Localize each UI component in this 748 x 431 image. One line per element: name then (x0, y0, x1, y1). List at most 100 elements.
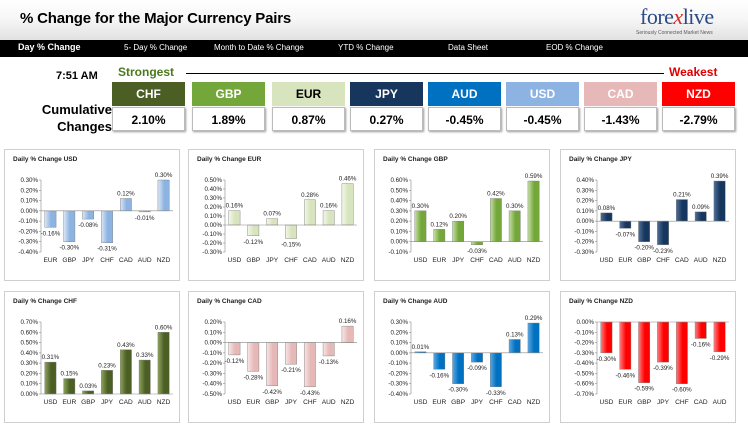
data-label: -0.39% (653, 365, 673, 372)
data-label: -0.20% (634, 245, 654, 252)
x-tick-label: CHF (100, 257, 114, 264)
chart-panel-jpy: Daily % Change JPY 0.40% 0.30% 0.20% 0.10% 0… (560, 149, 736, 281)
bar-gbp (63, 210, 76, 242)
y-tick-label: -0.10% (574, 228, 594, 235)
chart-panel-chf: Daily % Change CHF 0.70% 0.60% 0.50% 0.40% 0… (4, 291, 180, 423)
bar-aud (322, 210, 335, 226)
cumulative-value-nzd: -2.79% (662, 107, 735, 131)
bar-aud (138, 359, 151, 395)
bar-cad (303, 199, 316, 226)
x-tick-label: EUR (246, 399, 260, 406)
forexlive-logo[interactable]: forexlive Seriously Connected Market New… (616, 4, 744, 38)
tab-data-sheet[interactable]: Data Sheet (448, 43, 489, 52)
chart-panel-usd: Daily % Change USD 0.30% 0.20% 0.10% 0.00% -… (4, 149, 180, 281)
y-tick-label: -0.20% (388, 370, 408, 377)
bar-gbp (638, 321, 651, 383)
y-tick-label: -0.30% (18, 239, 38, 246)
data-label: -0.30% (59, 245, 79, 252)
y-tick-label: 0.10% (390, 228, 408, 235)
y-tick-label: -0.40% (202, 381, 222, 388)
x-tick-label: CHF (284, 257, 298, 264)
x-tick-label: CAD (119, 399, 133, 406)
cumulative-value-gbp: 1.89% (192, 107, 265, 131)
data-label: 0.15% (61, 371, 79, 378)
data-label: -0.16% (41, 230, 61, 237)
bar-eur (619, 321, 632, 370)
data-label: 0.30% (155, 172, 173, 179)
currency-badge-gbp: GBP (192, 82, 265, 106)
data-label: 0.23% (98, 362, 116, 369)
currency-badge-cad: CAD (584, 82, 657, 106)
y-tick-label: -0.20% (574, 340, 594, 347)
chart-nzd: 0.00%-0.10%-0.20%-0.30%-0.40%-0.50%-0.60… (574, 319, 729, 406)
data-label: 0.39% (711, 173, 729, 180)
y-tick-label: 0.40% (204, 186, 222, 193)
bar-gbp (638, 220, 651, 242)
bar-chf (101, 210, 113, 243)
x-tick-label: GBP (62, 257, 77, 264)
data-label: -0.03% (467, 248, 487, 255)
x-tick-label: JPY (82, 257, 95, 264)
bar-chf (303, 342, 316, 388)
currency-badge-nzd: NZD (662, 82, 735, 106)
y-tick-label: -0.70% (574, 391, 594, 398)
y-tick-label: -0.10% (202, 350, 222, 357)
y-tick-label: 0.20% (576, 198, 594, 205)
data-label: 0.12% (117, 191, 135, 198)
y-tick-label: 0.10% (20, 381, 38, 388)
tab-day-change[interactable]: Day % Change (18, 42, 81, 52)
data-label: -0.15% (281, 242, 301, 249)
x-tick-label: CAD (508, 399, 522, 406)
y-tick-label: -0.30% (202, 370, 222, 377)
y-tick-label: 0.60% (390, 177, 408, 184)
currency-badge-eur: EUR (272, 82, 345, 106)
x-tick-label: CAD (303, 257, 317, 264)
chart-eur: 0.50% 0.40% 0.30% 0.20% 0.10% 0.00% -0.10% -0.2… (202, 176, 357, 264)
tab-eod-change[interactable]: EOD % Change (546, 43, 603, 52)
tab-5-day-change[interactable]: 5- Day % Change (124, 43, 188, 52)
data-label: 0.12% (431, 221, 449, 228)
y-tick-label: 0.30% (390, 319, 408, 326)
y-tick-label: -0.20% (18, 228, 38, 235)
data-label: -0.30% (597, 356, 617, 363)
bar-aud (694, 211, 707, 222)
y-tick-label: -0.40% (388, 391, 408, 398)
bar-chf (471, 241, 483, 246)
y-tick-label: 0.10% (20, 198, 38, 205)
chart-cad: 0.20% 0.10% 0.00% -0.10% -0.20% -0.30% -0.40% -… (202, 318, 357, 406)
y-tick-label: 0.10% (204, 329, 222, 336)
x-tick-label: CAD (489, 257, 503, 264)
bar-nzd (341, 183, 354, 226)
x-tick-label: AUD (138, 399, 152, 406)
header-band (0, 0, 748, 40)
x-tick-label: GBP (637, 257, 652, 264)
data-label: -0.21% (281, 367, 301, 374)
bar-cad (489, 198, 502, 242)
data-label: 0.29% (525, 315, 543, 322)
y-tick-label: 0.40% (20, 350, 38, 357)
logo-text-left: fore (640, 4, 674, 29)
weakest-label: Weakest (669, 65, 718, 79)
data-label: -0.08% (78, 222, 98, 229)
bar-nzd (341, 325, 354, 343)
tab-ytd-change[interactable]: YTD % Change (338, 43, 394, 52)
data-label: 0.01% (412, 344, 430, 351)
y-tick-label: 0.10% (576, 208, 594, 215)
y-tick-label: 0.00% (204, 340, 222, 347)
x-tick-label: NZD (341, 257, 355, 264)
strongest-label: Strongest (118, 65, 175, 79)
x-tick-label: JPY (657, 399, 670, 406)
x-tick-label: AUD (694, 257, 708, 264)
x-tick-label: USD (599, 257, 613, 264)
y-tick-label: -0.30% (574, 350, 594, 357)
bar-cad (119, 349, 132, 395)
x-tick-label: JPY (471, 399, 484, 406)
tab-month-to-date-change[interactable]: Month to Date % Change (214, 43, 304, 52)
bar-usd (600, 321, 613, 354)
currency-badge-aud: AUD (428, 82, 501, 106)
x-tick-label: GBP (265, 399, 280, 406)
y-tick-label: -0.20% (574, 239, 594, 246)
x-tick-label: CHF (675, 399, 689, 406)
chart-title: Daily % Change AUD (383, 298, 448, 305)
data-label: 0.30% (412, 203, 430, 210)
